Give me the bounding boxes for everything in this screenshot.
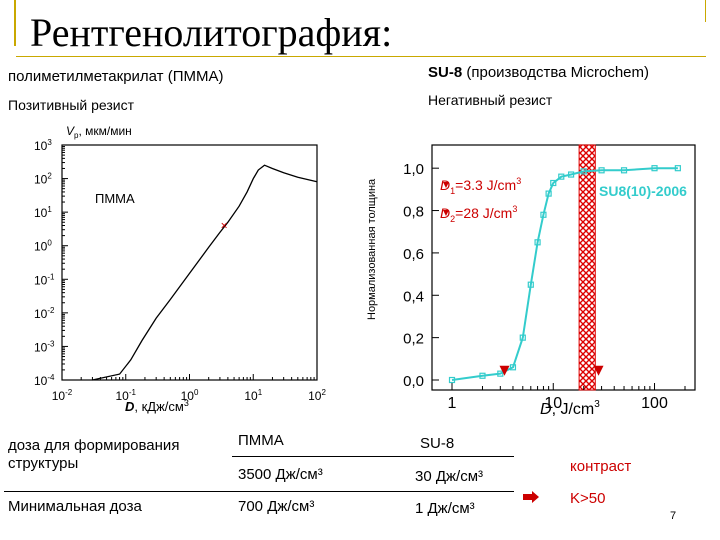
pmma-axes: [61, 144, 318, 381]
pmma-y-tick-labels: 10-4 10-3 10-2 10-1 100 101 102 103: [34, 138, 55, 388]
su8-x-tick-label: 10: [544, 395, 562, 412]
pmma-y-tick-label: 102: [34, 172, 52, 187]
su8-y-axis-label: Нормализованная толщина: [366, 178, 378, 320]
su8-hatched-band: [578, 144, 596, 391]
pmma-y-tick-label: 100: [34, 239, 52, 254]
pmma-y-axis-label: Vр, мкм/мин: [66, 124, 132, 140]
pmma-y-tick-label: 103: [34, 138, 52, 153]
su8-data-point: [519, 334, 526, 341]
page-number: 7: [670, 510, 677, 522]
table-r2-pmma: 700 Дж/см³: [238, 498, 315, 515]
table-row1-label-line1: доза для формирования: [8, 437, 180, 454]
su8-y-tick-labels: 0,0 0,2 0,4 0,6 0,8 1,0: [403, 161, 424, 390]
table-header-su8: SU-8: [420, 435, 455, 452]
su8-data-point: [550, 179, 557, 187]
table-header-pmma: ПММА: [238, 432, 284, 449]
pmma-ylabel-sub: р: [74, 131, 79, 140]
su8-y-tick-label: 0,4: [403, 288, 424, 305]
table-row-divider: [4, 491, 514, 492]
right-heading-rest: (производства Microchem): [462, 64, 649, 81]
pmma-y-tick-label: 10-3: [34, 339, 55, 354]
pmma-x-axis-label: D, кДж/см3: [125, 398, 189, 414]
pmma-x-tick-labels: 10-2 10-1 100 101 102: [52, 388, 327, 403]
su8-curve: [451, 167, 678, 381]
pmma-y-tick-label: 10-2: [34, 306, 55, 321]
arrow-right-icon: [523, 491, 539, 503]
su8-y-tick-label: 0,6: [403, 246, 424, 263]
su8-data-point: [651, 165, 658, 172]
table-r1-su8: 30 Дж/см³: [415, 468, 484, 485]
su8-data-point: [580, 168, 587, 175]
right-subheading: Негативный резист: [428, 92, 553, 108]
right-heading: SU-8 (производства Microchem): [428, 64, 649, 81]
su8-points: [448, 165, 681, 384]
pmma-x-tick-label: 102: [308, 388, 326, 403]
pmma-plot-frame: [61, 144, 318, 381]
su8-legend: SU8(10)-2006: [599, 183, 687, 199]
su8-x-tick-labels: 1 10 100: [448, 395, 668, 412]
left-heading: полиметилметакрилат (ПММА): [8, 68, 224, 85]
su8-ticks: [432, 167, 686, 390]
pmma-ylabel-v: V: [66, 124, 75, 138]
pmma-ticks: [61, 144, 318, 381]
su8-data-point: [509, 364, 517, 371]
su8-data-point: [448, 376, 456, 384]
su8-y-tick-label: 1,0: [403, 161, 424, 178]
su8-annotation-d2: D2=28 J/cm3: [440, 204, 517, 224]
su8-x-tick-label: 1: [448, 395, 457, 412]
su8-annotation-d1: D1=3.3 J/cm3: [440, 176, 521, 196]
table-r2-su8: 1 Дж/см³: [415, 500, 475, 517]
contrast-label: контраст: [570, 458, 632, 475]
su8-data-point: [527, 281, 534, 288]
su8-data-point: [567, 171, 575, 178]
pmma-chart: 10-2 10-1 100 101 102 10-4 10-3 10-2 10-1 100 101…: [34, 124, 327, 414]
pmma-x-tick-label: 10-1: [116, 388, 137, 403]
slide-title: Рентгенолитография:: [30, 10, 393, 55]
pmma-x-tick-label: 100: [181, 388, 199, 403]
su8-data-point: [545, 190, 552, 197]
su8-data-point: [598, 167, 605, 174]
su8-y-tick-label: 0,2: [403, 331, 424, 348]
pmma-y-tick-label: 101: [34, 205, 52, 220]
su8-data-point: [534, 239, 541, 246]
pmma-y-tick-label: 10-1: [34, 272, 55, 287]
pmma-marker: ×: [221, 219, 228, 233]
su8-data-point: [620, 167, 628, 174]
su8-x-tick-label: 100: [641, 395, 668, 412]
su8-x-axis-label: D, J/cm3: [540, 399, 600, 418]
pmma-ylabel-rest: , мкм/мин: [78, 124, 131, 138]
pmma-x-tick-label: 101: [244, 388, 262, 403]
su8-data-point: [674, 165, 681, 172]
title-frame-right: [705, 0, 706, 22]
su8-data-point: [558, 173, 565, 180]
su8-chart: Нормализованная толщина 1 10 100 0,0 0,2 0,4…: [366, 144, 696, 418]
su8-data-point: [540, 211, 547, 218]
pmma-curve: [92, 164, 318, 381]
pmma-y-tick-label: 10-4: [34, 373, 55, 388]
su8-y-tick-label: 0,0: [403, 373, 424, 390]
contrast-value: K>50: [570, 490, 606, 507]
su8-y-tick-label: 0,8: [403, 204, 424, 221]
title-accent-line: [0, 0, 16, 46]
table-row1-label: доза для формирования структуры: [8, 437, 179, 473]
title-underline: [16, 56, 706, 57]
pmma-x-tick-label: 10-2: [52, 388, 73, 403]
su8-data-point: [479, 372, 486, 379]
right-heading-bold: SU-8: [428, 64, 463, 81]
table-row1-label-line2: структуры: [8, 455, 79, 472]
left-subheading: Позитивный резист: [8, 97, 135, 113]
table-r1-pmma: 3500 Дж/см³: [238, 466, 323, 483]
su8-data-point: [497, 370, 504, 377]
su8-d2-marker: [593, 365, 604, 376]
table-header-divider: [232, 456, 514, 457]
su8-d1-marker: [499, 365, 510, 376]
table-row2-label: Минимальная доза: [8, 498, 142, 515]
pmma-annotation: ПММА: [95, 191, 135, 206]
su8-plot-frame: [431, 144, 696, 391]
